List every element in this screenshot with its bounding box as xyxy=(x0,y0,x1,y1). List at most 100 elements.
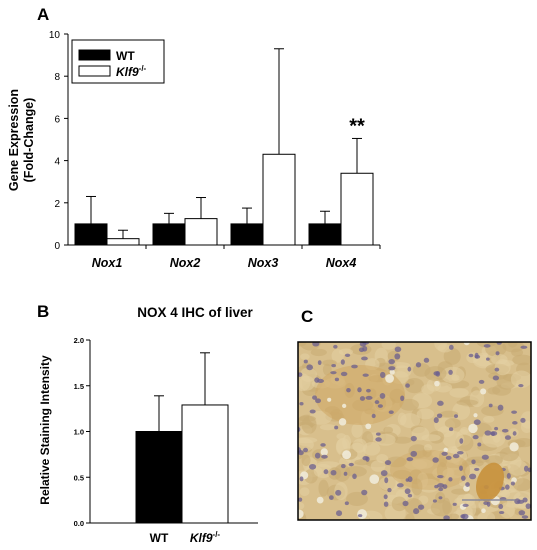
chart-a-bar xyxy=(106,238,140,246)
cytoplasm-texture xyxy=(437,343,453,353)
nucleus xyxy=(465,482,470,488)
nucleus xyxy=(415,362,422,368)
nucleus xyxy=(334,377,340,382)
nucleus xyxy=(481,454,489,460)
nucleus xyxy=(518,383,524,388)
nucleus xyxy=(299,476,304,482)
vacuole xyxy=(463,342,470,346)
vacuole xyxy=(385,374,394,383)
chart-b-xtick-label: WT xyxy=(150,531,169,545)
cytoplasm-texture xyxy=(494,358,511,376)
nucleus xyxy=(366,388,371,393)
nucleus xyxy=(351,364,358,369)
vacuole xyxy=(434,380,440,387)
cytoplasm-texture xyxy=(444,418,461,429)
cytoplasm-texture xyxy=(300,353,310,360)
chart-a-xtick-label: Nox2 xyxy=(170,256,201,270)
nucleus xyxy=(523,465,529,472)
nucleus xyxy=(490,431,496,437)
cytoplasm-texture xyxy=(351,422,363,438)
nucleus xyxy=(335,510,343,517)
nucleus xyxy=(374,400,380,405)
nucleus xyxy=(302,447,309,453)
legend-label-klf9-name: Klf9 xyxy=(116,65,139,79)
chart-a-ytick-label: 10 xyxy=(49,30,61,41)
vacuole xyxy=(316,496,324,504)
nucleus xyxy=(472,434,479,440)
nucleus xyxy=(328,495,334,500)
vacuole xyxy=(342,450,352,460)
nucleus xyxy=(474,352,479,359)
cytoplasm-texture xyxy=(502,342,525,353)
nucleus xyxy=(365,456,370,462)
chart-a-bar xyxy=(184,218,218,246)
cytoplasm-texture xyxy=(399,413,421,429)
nucleus xyxy=(501,428,509,433)
nucleus xyxy=(298,450,304,456)
nucleus xyxy=(511,410,518,414)
nucleus xyxy=(527,467,531,473)
nucleus xyxy=(383,494,388,500)
nucleus xyxy=(488,403,493,408)
nucleus xyxy=(405,383,410,388)
cytoplasm-texture xyxy=(336,433,346,440)
nucleus xyxy=(423,357,430,363)
cytoplasm-texture xyxy=(378,476,400,491)
cytoplasm-texture xyxy=(392,469,412,480)
nucleus xyxy=(520,417,526,423)
nucleus xyxy=(494,426,499,431)
chart-a-xtick-label: Nox4 xyxy=(326,256,357,270)
vacuole xyxy=(365,423,372,430)
nucleus xyxy=(388,410,394,414)
nucleus xyxy=(298,372,303,377)
nucleus xyxy=(469,473,477,480)
chart-b-ytick-label: 1.0 xyxy=(74,428,84,437)
cytoplasm-texture xyxy=(338,348,354,356)
nucleus xyxy=(521,515,529,519)
chart-a-significance: ** xyxy=(349,115,365,137)
nucleus xyxy=(346,388,351,393)
cytoplasm-texture xyxy=(458,479,468,487)
chart-b: NOX 4 IHC of liver Relative Staining Int… xyxy=(38,305,258,545)
nucleus xyxy=(471,459,476,465)
panel-label-c: C xyxy=(301,307,313,326)
nucleus xyxy=(400,395,405,402)
nucleus xyxy=(394,353,401,360)
cytoplasm-texture xyxy=(499,502,515,519)
nucleus xyxy=(371,413,376,419)
nucleus xyxy=(410,450,418,457)
cytoplasm-texture xyxy=(512,354,531,366)
cytoplasm-texture xyxy=(381,342,396,350)
nucleus xyxy=(477,442,482,447)
nucleus xyxy=(404,488,411,495)
nucleus xyxy=(331,363,336,368)
nucleus xyxy=(498,510,505,515)
nucleus xyxy=(498,503,504,510)
vacuole xyxy=(320,448,328,456)
nucleus xyxy=(387,487,392,493)
cytoplasm-texture xyxy=(520,420,531,433)
cytoplasm-texture xyxy=(483,415,495,423)
panel-label-b: B xyxy=(37,302,49,321)
chart-b-ytick-label: 0.0 xyxy=(74,519,84,528)
chart-a-ytick-label: 6 xyxy=(54,114,60,125)
nucleus xyxy=(303,359,308,364)
cytoplasm-texture xyxy=(399,398,419,411)
nucleus xyxy=(448,369,453,375)
nucleus xyxy=(388,366,396,371)
cytoplasm-texture xyxy=(383,426,394,434)
legend-label-wt: WT xyxy=(116,49,135,63)
nucleus xyxy=(384,477,389,484)
vacuole xyxy=(481,508,486,514)
nucleus xyxy=(504,435,512,440)
nucleus xyxy=(312,395,318,400)
cytoplasm-texture xyxy=(319,424,337,431)
nucleus xyxy=(474,467,480,471)
cytoplasm-texture xyxy=(391,496,407,512)
nucleus xyxy=(505,484,510,490)
chart-a-bar xyxy=(340,172,374,246)
vacuole xyxy=(473,413,478,418)
chart-a: Gene Expression (Fold-Change) 0 2 4 6 8 10 Nox… xyxy=(7,30,381,270)
chart-b-xtick-label: Klf9-/- xyxy=(190,530,221,545)
nucleus xyxy=(435,370,441,377)
